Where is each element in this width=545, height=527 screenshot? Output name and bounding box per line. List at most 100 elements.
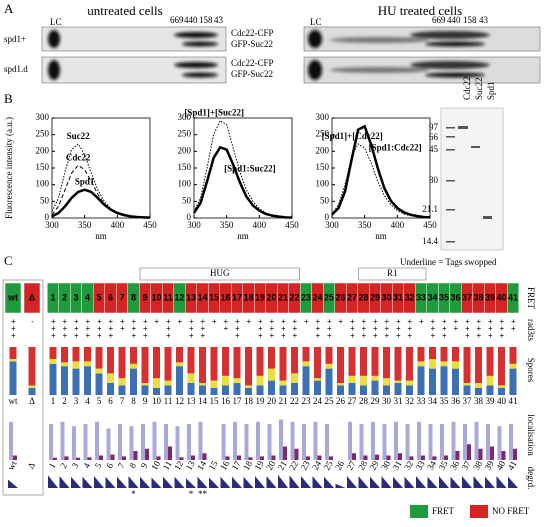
spore-segment: [61, 366, 68, 395]
construct-label: 9: [143, 396, 148, 406]
construct-label: 21: [278, 292, 288, 302]
mw-label: 97: [429, 122, 439, 132]
loc-bar: [106, 428, 111, 460]
rad3-score: +++: [256, 317, 265, 338]
construct-label: 29: [370, 292, 380, 302]
spore-segment: [302, 347, 310, 362]
spore-segment: [164, 380, 172, 386]
spore-segment: [475, 383, 482, 388]
fret-box: [507, 282, 519, 314]
construct-label: 8: [131, 292, 136, 302]
spore-segment: [268, 380, 275, 395]
spore-segment: [107, 347, 114, 374]
rad3-score: +: [175, 317, 184, 324]
construct-label: 7: [116, 461, 127, 470]
construct-label: 16: [220, 292, 230, 302]
band-label: GFP-Suc22: [231, 69, 273, 79]
spore-segment: [429, 347, 436, 359]
construct-label: 26: [336, 396, 346, 406]
construct-label: wt: [6, 459, 19, 472]
y-tick-label: 50: [320, 195, 330, 205]
band-label: Cdc22-CFP: [231, 28, 274, 38]
y-tick-label: 50: [182, 195, 192, 205]
marker: 158: [199, 15, 213, 25]
spore-segment: [371, 380, 379, 395]
construct-label: 6: [108, 292, 113, 302]
spore-segment: [256, 347, 264, 376]
loc-bar: [444, 455, 448, 460]
spore-segment: [222, 385, 229, 395]
spore-segment: [245, 387, 252, 395]
loc-bar: [467, 444, 471, 460]
spore-segment: [95, 373, 103, 395]
region-label: R1: [387, 268, 398, 278]
rad3-score: +++: [267, 317, 276, 338]
construct-label: 11: [163, 292, 173, 302]
rad3-score: +++: [313, 317, 322, 338]
spore-segment: [486, 347, 494, 376]
construct-label: 23: [302, 396, 312, 406]
degradation: [416, 476, 426, 488]
construct-label: 5: [93, 461, 104, 470]
spore-segment: [279, 385, 287, 395]
degradation: [370, 476, 380, 488]
spore-segment: [291, 383, 298, 395]
spore-segment: [199, 347, 206, 383]
degradation: [347, 476, 357, 488]
loc-bar: [99, 455, 103, 460]
rad3-score: +++: [129, 317, 138, 338]
degradation: [508, 476, 518, 488]
loc-bar: [87, 457, 92, 460]
spore-segment: [61, 362, 68, 367]
rad3-score: -: [28, 317, 37, 324]
rad3-score: +++: [348, 317, 357, 338]
spore-segment: [337, 347, 344, 383]
spore-segment: [279, 347, 287, 381]
series-label: Suc22: [67, 131, 91, 141]
spore-segment: [61, 347, 68, 363]
spore-segment: [371, 375, 379, 381]
spore-segment: [49, 359, 57, 364]
construct-label: 39: [486, 396, 496, 406]
loc-bar: [129, 426, 134, 460]
loc-bar: [13, 455, 17, 460]
construct-label: 33: [417, 396, 427, 406]
construct-label: 1: [50, 292, 55, 302]
construct-label: 40: [496, 292, 506, 302]
y-tick-label: 0: [187, 212, 192, 222]
construct-label: 3: [73, 292, 78, 302]
construct-label: 30: [381, 292, 391, 302]
x-tick-label: 400: [111, 220, 125, 230]
series-label: [Spd1:Cdc22]: [369, 142, 422, 152]
loc-bar: [363, 455, 368, 460]
loc-bar: [152, 421, 157, 460]
rad3-score: +++: [187, 317, 196, 338]
y-tick-label: 100: [36, 179, 50, 189]
loc-bar: [428, 424, 433, 460]
row-label: Spores: [526, 358, 536, 383]
x-tick-label: 300: [45, 220, 59, 230]
construct-label: 20: [267, 396, 277, 406]
spore-segment: [199, 383, 206, 386]
marker: 43: [214, 15, 224, 25]
legend-swatch: [470, 505, 488, 518]
spore-segment: [268, 368, 275, 381]
degradation: [393, 476, 403, 488]
spore-segment: [337, 383, 344, 386]
spore-segment: [130, 368, 137, 395]
rad3-score: +++: [474, 317, 483, 338]
degradation: [232, 476, 242, 488]
spectrum-line: [192, 145, 293, 219]
loc-bar: [463, 424, 467, 460]
loc-bar: [221, 424, 226, 460]
spore-segment: [130, 363, 137, 369]
wt-frame: [2, 279, 44, 496]
band-label: GFP-Suc22: [231, 39, 273, 49]
spore-segment: [360, 375, 367, 386]
rad3-score: +: [417, 317, 426, 324]
spore-segment: [291, 373, 298, 383]
loc-bar: [260, 456, 264, 460]
construct-label: 15: [210, 396, 220, 406]
spore-segment: [28, 387, 36, 395]
lc-label: LC: [50, 17, 62, 27]
